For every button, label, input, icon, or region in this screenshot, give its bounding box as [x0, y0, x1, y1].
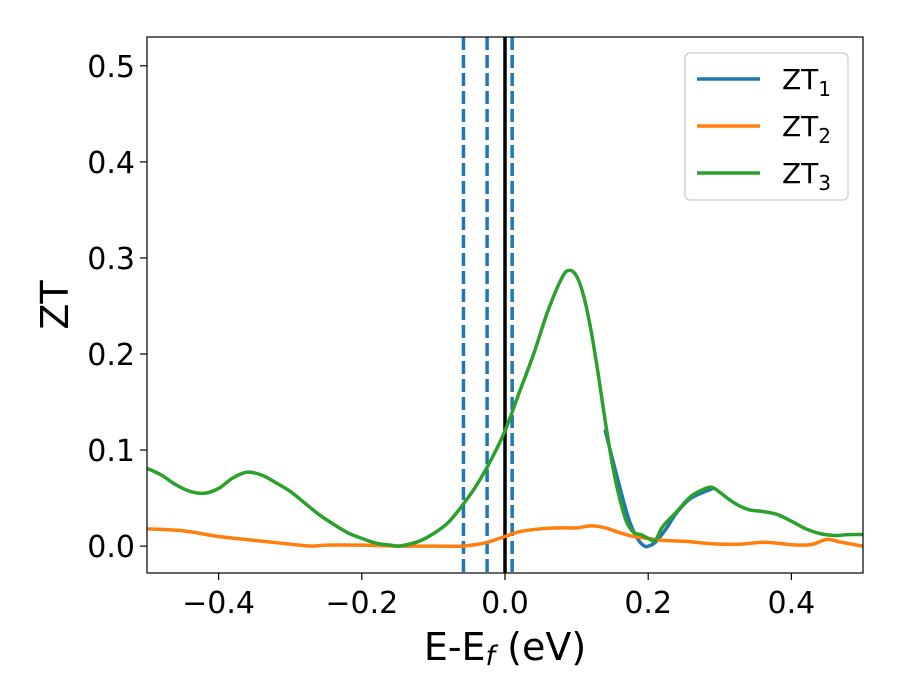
x-tick-label: 0.2 [624, 586, 672, 621]
legend-box [684, 52, 849, 201]
legend-label-zt3: ZT3 [782, 157, 831, 195]
series-line-zt2 [147, 524, 863, 549]
y-tick-label: 0.2 [87, 338, 135, 373]
x-axis-label-main: E-E [424, 625, 486, 669]
y-tick-label: 0.4 [87, 146, 135, 181]
x-tick-label: 0.4 [768, 586, 816, 621]
legend: ZT1 ZT2 ZT3 [684, 52, 849, 201]
series-lines [147, 268, 863, 549]
x-axis-label: E-Ef (eV) [424, 625, 586, 672]
x-tick-label: −0.2 [325, 586, 398, 621]
legend-label-zt2: ZT2 [782, 110, 831, 148]
legend-label-zt1: ZT1 [782, 63, 831, 101]
y-tick-label: 0.1 [87, 434, 135, 469]
series-line-zt3 [147, 268, 863, 548]
x-axis-ticks: −0.4 −0.2 0.0 0.2 0.4 [182, 573, 815, 621]
y-tick-label: 0.5 [87, 50, 135, 85]
x-tick-label: 0.0 [481, 586, 529, 621]
y-axis-label: ZT [33, 280, 77, 330]
x-axis-label-unit: (eV) [495, 625, 586, 669]
reference-lines [461, 37, 514, 573]
x-tick-label: −0.4 [182, 586, 255, 621]
y-axis-ticks: 0.0 0.1 0.2 0.3 0.4 0.5 [87, 50, 147, 565]
y-tick-label: 0.0 [87, 530, 135, 565]
y-tick-label: 0.3 [87, 242, 135, 277]
